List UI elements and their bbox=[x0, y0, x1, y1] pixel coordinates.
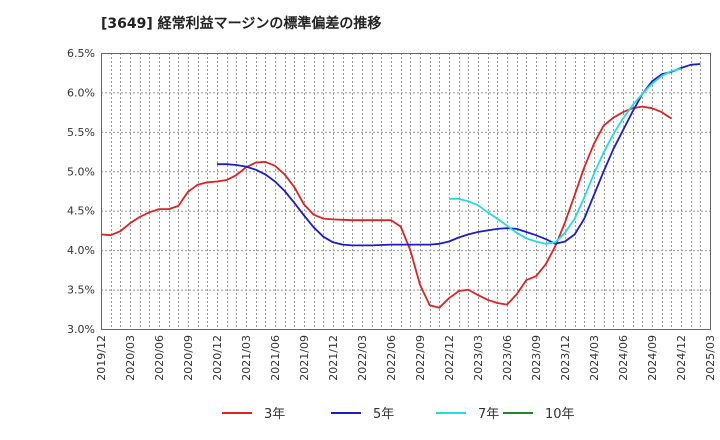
legend-label: 5年 bbox=[373, 407, 394, 422]
legend-label: 7年 bbox=[478, 407, 499, 422]
series-line bbox=[100, 105, 672, 309]
y-tick-label: 6.5% bbox=[67, 47, 95, 60]
x-tick-label: 2023/06 bbox=[501, 335, 514, 381]
y-tick-label: 6.0% bbox=[67, 86, 95, 99]
x-tick-label: 2022/12 bbox=[443, 335, 456, 381]
y-tick-label: 5.5% bbox=[67, 126, 95, 139]
x-tick-label: 2022/06 bbox=[385, 335, 398, 381]
x-axis-ticks: 2019/12 2020/03 2020/06 2020/09 2020/12 2021/… bbox=[95, 335, 717, 381]
plot-frame bbox=[101, 53, 711, 330]
x-tick-label: 2022/03 bbox=[356, 335, 369, 381]
x-tick-label: 2024/09 bbox=[646, 335, 659, 381]
x-tick-label: 2021/03 bbox=[240, 335, 253, 381]
x-tick-label: 2025/03 bbox=[704, 335, 717, 381]
x-tick-label: 2022/09 bbox=[414, 335, 427, 381]
legend-label: 10年 bbox=[545, 407, 575, 422]
series-line bbox=[217, 63, 701, 247]
chart-title: [3649] 経常利益マージンの標準偏差の推移 bbox=[101, 15, 381, 32]
x-tick-label: 2021/12 bbox=[327, 335, 340, 381]
x-tick-label: 2021/09 bbox=[298, 335, 311, 381]
y-tick-label: 4.0% bbox=[67, 244, 95, 257]
x-tick-label: 2020/06 bbox=[153, 335, 166, 381]
x-tick-label: 2024/06 bbox=[617, 335, 630, 381]
series-lines bbox=[100, 63, 701, 309]
x-tick-label: 2023/03 bbox=[472, 335, 485, 381]
y-tick-label: 5.0% bbox=[67, 165, 95, 178]
y-tick-label: 3.5% bbox=[67, 284, 95, 297]
x-tick-label: 2024/12 bbox=[675, 335, 688, 381]
legend: 3年 5年 7年 10年 bbox=[222, 407, 575, 422]
x-tick-label: 2020/03 bbox=[124, 335, 137, 381]
y-tick-label: 3.0% bbox=[67, 323, 95, 336]
x-tick-label: 2020/09 bbox=[182, 335, 195, 381]
x-tick-label: 2024/03 bbox=[588, 335, 601, 381]
x-tick-label: 2019/12 bbox=[95, 335, 108, 381]
y-tick-label: 4.5% bbox=[67, 205, 95, 218]
grid-lines bbox=[101, 53, 710, 329]
y-axis-ticks: 3.0% 3.5% 4.0% 4.5% 5.0% 5.5% 6.0% 6.5% bbox=[67, 47, 95, 336]
series-line bbox=[449, 67, 682, 245]
x-tick-label: 2023/09 bbox=[530, 335, 543, 381]
legend-label: 3年 bbox=[264, 407, 285, 422]
x-tick-label: 2023/12 bbox=[559, 335, 572, 381]
x-tick-label: 2020/12 bbox=[211, 335, 224, 381]
x-tick-label: 2021/06 bbox=[269, 335, 282, 381]
